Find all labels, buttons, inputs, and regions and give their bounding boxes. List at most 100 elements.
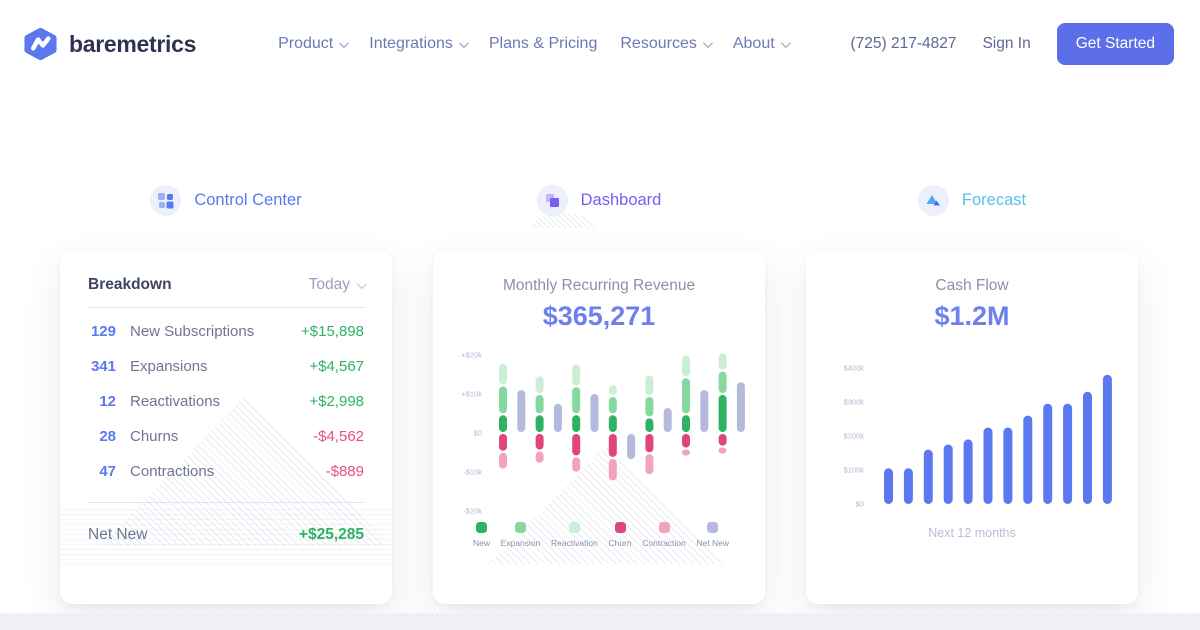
row-amount: -$4,562 (313, 428, 364, 445)
chevron-down-icon (458, 37, 469, 48)
svg-text:$100k: $100k (844, 466, 865, 475)
tab-label: Dashboard (580, 191, 662, 209)
nav-item-product[interactable]: Product (278, 35, 350, 53)
baremetrics-logo-icon (24, 27, 57, 61)
legend-item-churn: Churn (608, 522, 632, 548)
nav-item-about[interactable]: About (732, 35, 791, 53)
svg-text:$0: $0 (856, 500, 864, 509)
breakdown-row: 47 Contractions -$889 (88, 454, 364, 489)
svg-text:$0: $0 (474, 429, 482, 438)
cashflow-caption: Next 12 months (928, 526, 1016, 540)
tab-label: Forecast (961, 191, 1027, 209)
net-new-amount: +$25,285 (298, 526, 364, 543)
row-count: 341 (90, 358, 116, 375)
cashflow-card: Cash Flow $1.2M $400k $300k $200k $100k $0 N… (806, 250, 1138, 604)
legend-label: Net New (696, 538, 729, 548)
row-count: 129 (90, 323, 116, 340)
nav-item-label: Resources (620, 35, 697, 52)
breakdown-rows: 129 New Subscriptions +$15,898 341 Expansion… (88, 314, 364, 489)
period-value: Today (308, 276, 350, 293)
row-amount: +$4,567 (309, 358, 364, 375)
net-new-label: Net New (88, 526, 148, 543)
nav-item-resources[interactable]: Resources (620, 35, 713, 53)
header-right: (725) 217-4827 Sign In Get Started (850, 23, 1174, 65)
legend-item-reactivation: Reactivation (551, 522, 598, 548)
legend-label: Churn (608, 538, 632, 548)
brand-logo[interactable]: baremetrics (22, 27, 196, 61)
row-amount: +$15,898 (301, 323, 364, 340)
breakdown-row: 28 Churns -$4,562 (88, 419, 364, 454)
legend-item-expansion: Expansion (501, 522, 540, 548)
svg-text:$400k: $400k (844, 364, 865, 373)
main-nav: Product Integrations Plans & Pricing Resour… (278, 35, 791, 53)
legend-swatch (614, 522, 626, 533)
chevron-down-icon (780, 37, 791, 48)
chevron-down-icon (702, 37, 713, 48)
tab-label: Control Center (194, 191, 302, 209)
mrr-card: Monthly Recurring Revenue $365,271 +$20k… (433, 250, 765, 604)
get-started-button[interactable]: Get Started (1056, 23, 1174, 65)
net-new-row: Net New +$25,285 (60, 509, 392, 568)
legend-item-new: New (473, 522, 490, 548)
row-count: 12 (99, 393, 116, 410)
legend-swatch (568, 522, 580, 533)
feature-tabs: Control Center Dashboard Forecast (60, 185, 1140, 228)
legend-item-net-new: Net New (696, 522, 729, 548)
nav-item-label: Product (278, 35, 334, 52)
mrr-chart: +$20k +$10k $0 -$10k -$20k (461, 351, 745, 516)
svg-text:$300k: $300k (844, 398, 865, 407)
breakdown-row: 129 New Subscriptions +$15,898 (88, 314, 364, 349)
legend-item-contraction: Contraction (642, 522, 686, 548)
breakdown-title: Breakdown (88, 276, 172, 293)
brand-name: baremetrics (69, 30, 197, 57)
mrr-legend: New Expansion Reactivation Churn Contraction… (449, 520, 749, 548)
nav-item-label: About (732, 35, 775, 52)
legend-label: New (473, 538, 491, 548)
legend-swatch (476, 522, 487, 533)
dashboard-icon (530, 185, 595, 228)
nav-item-label: Plans & Pricing (488, 35, 598, 52)
divider (88, 502, 364, 503)
row-label: Contractions (130, 463, 215, 480)
row-label: Expansions (130, 358, 208, 375)
legend-label: Contraction (642, 538, 686, 548)
cashflow-value: $1.2M (934, 301, 1010, 331)
row-amount: +$2,998 (309, 393, 364, 410)
sign-in-link[interactable]: Sign In (982, 35, 1031, 52)
tab-dashboard[interactable]: Dashboard (433, 185, 765, 228)
next-section-band (0, 613, 1200, 630)
row-amount: -$889 (325, 463, 364, 480)
svg-text:+$20k: +$20k (461, 351, 482, 360)
breakdown-card: Breakdown Today 129 New Subscriptions +$15… (60, 250, 392, 604)
breakdown-row: 341 Expansions +$4,567 (88, 349, 364, 384)
svg-text:$200k: $200k (844, 432, 865, 441)
legend-swatch (707, 522, 719, 533)
row-count: 28 (99, 428, 116, 445)
row-label: New Subscriptions (130, 323, 255, 340)
feature-cards: Breakdown Today 129 New Subscriptions +$15… (60, 250, 1140, 604)
mrr-title: Monthly Recurring Revenue (502, 277, 696, 294)
period-dropdown[interactable]: Today (308, 276, 367, 294)
control-center-icon (150, 185, 182, 216)
cashflow-chart: $400k $300k $200k $100k $0 (844, 364, 1112, 509)
row-count: 47 (99, 463, 116, 480)
divider (88, 307, 364, 308)
svg-text:+$10k: +$10k (461, 390, 482, 399)
chevron-down-icon (356, 278, 367, 289)
hatch-mound-decoration (530, 213, 595, 228)
svg-text:-$20k: -$20k (463, 507, 482, 516)
nav-item-label: Integrations (369, 35, 453, 52)
cashflow-title: Cash Flow (935, 277, 1009, 294)
svg-text:-$10k: -$10k (463, 468, 482, 477)
nav-item-integrations[interactable]: Integrations (369, 35, 469, 53)
legend-label: Reactivation (551, 538, 598, 548)
legend-swatch (515, 522, 527, 533)
tab-control-center[interactable]: Control Center (60, 185, 392, 216)
phone-link[interactable]: (725) 217-4827 (850, 35, 957, 52)
nav-item-plans-pricing[interactable]: Plans & Pricing (489, 35, 598, 53)
chevron-down-icon (339, 37, 350, 48)
tab-forecast[interactable]: Forecast (806, 185, 1138, 216)
forecast-icon (917, 185, 949, 216)
mrr-value: $365,271 (542, 301, 656, 331)
site-header: baremetrics Product Integrations Plans & P… (0, 0, 1200, 88)
